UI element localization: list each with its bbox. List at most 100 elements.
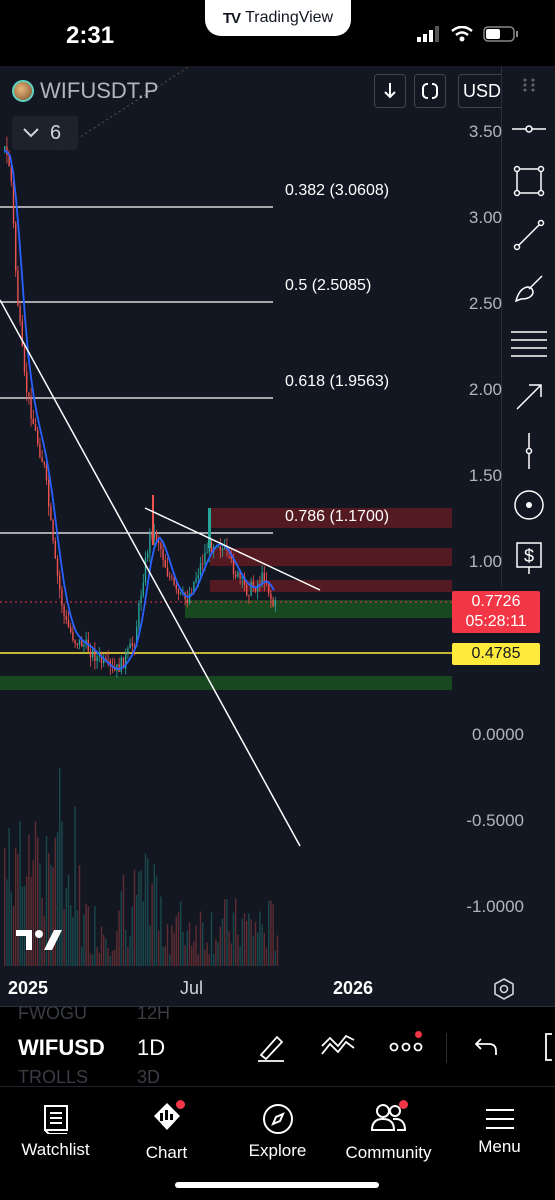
home-indicator: [175, 1182, 379, 1188]
refresh-button[interactable]: [414, 74, 446, 108]
volume-bar: [15, 847, 17, 966]
volume-bar: [270, 900, 272, 966]
price-chart[interactable]: [0, 0, 555, 1006]
grip-icon: [523, 78, 535, 92]
price-tick: -0.5000: [466, 811, 524, 830]
volume-bar: [138, 871, 140, 966]
volume-bar: [268, 900, 270, 966]
brush-tool[interactable]: [510, 270, 548, 308]
candle-body: [17, 270, 19, 306]
candle-body: [270, 593, 272, 600]
chart-settings-icon[interactable]: [492, 977, 516, 1001]
vertical-line-tool[interactable]: [510, 432, 548, 470]
price-tick: 2.00: [468, 380, 502, 399]
volume-bar: [195, 925, 197, 966]
volume-bar: [173, 932, 175, 966]
candle-body: [23, 346, 26, 372]
candle-body: [107, 660, 109, 662]
candle-body: [76, 643, 78, 645]
candle-body: [8, 155, 10, 167]
nav-explore[interactable]: Explore: [222, 1087, 333, 1177]
marked-level-tag: 0.4785: [452, 643, 540, 665]
nav-watchlist[interactable]: Watchlist: [0, 1087, 111, 1177]
volume-bar: [276, 935, 279, 966]
chart-area[interactable]: [0, 66, 555, 1006]
rectangle-tool[interactable]: [510, 162, 548, 200]
price-tick: 0.0000: [472, 725, 524, 744]
support-zone: [185, 600, 452, 618]
undo-button[interactable]: [468, 1029, 504, 1065]
volume-bar: [208, 954, 210, 966]
nav-chart[interactable]: Chart: [111, 1087, 222, 1177]
indicators-collapse-button[interactable]: 6: [12, 116, 78, 150]
volume-bar: [228, 931, 230, 966]
volume-bar: [265, 947, 268, 966]
candle-body: [272, 599, 274, 606]
drawing-button[interactable]: [253, 1029, 289, 1065]
volume-bar: [164, 945, 166, 966]
volume-bar: [105, 938, 107, 966]
candle-body: [131, 643, 133, 646]
candle-body: [197, 575, 199, 579]
volume-bar: [204, 949, 206, 966]
interval-ghost-above: 12H: [137, 1003, 171, 1023]
crosshair-tool[interactable]: [510, 110, 548, 148]
candle-body: [254, 587, 257, 592]
candle-body: [30, 396, 32, 419]
price-tick: 3.00: [468, 208, 502, 227]
fib-level-label: 0.5 (2.5085): [285, 277, 372, 294]
pitchfork-tool[interactable]: [510, 324, 548, 362]
chart-bottom-toolbar: FWOGU 12H WIFUSD 1D TROLLS 3D: [0, 1003, 555, 1087]
price-tick: 2.50: [468, 294, 502, 313]
candle-body: [210, 541, 213, 552]
volume-bar: [23, 885, 26, 966]
tradingview-pill[interactable]: TV TradingView: [205, 0, 351, 36]
more-button[interactable]: [388, 1029, 424, 1065]
redo-button[interactable]: [530, 1029, 555, 1065]
candle-body: [63, 605, 65, 616]
volume-bar: [34, 821, 37, 966]
sync-icon: [422, 81, 438, 101]
symbol-label[interactable]: WIFUSDT.P: [12, 78, 159, 104]
volume-bar: [17, 854, 19, 966]
volume-bar: [72, 917, 74, 966]
price-range-tool[interactable]: $: [510, 538, 548, 576]
indicators-button[interactable]: [320, 1029, 356, 1065]
trendline-tool[interactable]: [510, 216, 548, 254]
candle-body: [89, 651, 92, 658]
candle-body: [98, 654, 100, 657]
volume-bar: [257, 932, 259, 966]
candle-body: [188, 593, 191, 604]
cycle-tool[interactable]: [510, 486, 548, 524]
candle-body: [235, 574, 237, 577]
volume-bar: [210, 912, 213, 966]
watchlist-icon: [43, 1105, 68, 1134]
candle-body: [166, 567, 169, 577]
interval-selector[interactable]: 1D: [137, 1035, 166, 1060]
candle-body: [224, 546, 226, 549]
volume-bar: [92, 954, 94, 966]
price-tick: 1.50: [468, 466, 502, 485]
last-price: 0.7726: [471, 593, 521, 610]
volume-bar: [193, 940, 195, 966]
candle-body: [169, 576, 171, 578]
volume-bar: [54, 837, 56, 966]
fib-level-label: 0.382 (3.0608): [285, 182, 390, 199]
volume-bar: [37, 837, 39, 966]
symbol-selector[interactable]: WIFUSD: [18, 1035, 105, 1060]
volume-bar: [127, 946, 129, 966]
drag-handle[interactable]: [510, 66, 548, 104]
volume-bar: [109, 955, 111, 966]
volume-bar: [133, 869, 136, 966]
nav-community[interactable]: Community: [333, 1087, 444, 1177]
volume-bar: [252, 935, 254, 966]
arrow-tool[interactable]: [510, 378, 548, 416]
volume-bar: [122, 874, 125, 966]
more-dots-icon: [389, 1042, 423, 1052]
nav-menu[interactable]: Menu: [444, 1087, 555, 1177]
volume-bar: [76, 910, 78, 966]
scroll-to-latest-button[interactable]: [374, 74, 406, 108]
volume-bar: [125, 929, 127, 966]
candle-body: [180, 592, 182, 594]
candle-body: [45, 464, 48, 480]
